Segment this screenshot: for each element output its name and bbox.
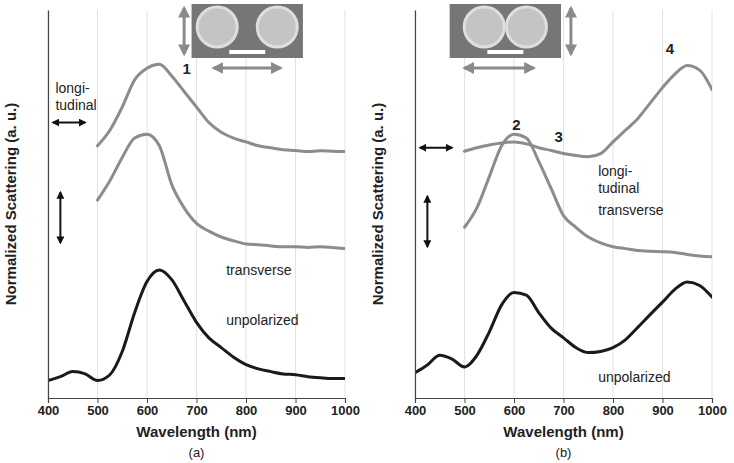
series-label-line: tudinal <box>598 180 639 196</box>
grid-line <box>196 10 197 398</box>
grid-line <box>415 10 416 398</box>
panel-label: (a) <box>189 445 205 460</box>
inset-particle <box>464 7 504 47</box>
x-tick: 500 <box>87 398 109 418</box>
y-axis-line <box>48 11 49 399</box>
plot-area <box>48 64 345 380</box>
x-axis: 400 500 600 700 800 900 1000 <box>38 398 360 418</box>
series-label-line: transverse <box>598 202 664 218</box>
polarization-arrow <box>465 67 534 70</box>
x-tick-label: 500 <box>454 403 476 418</box>
x-tick: 800 <box>603 398 625 418</box>
x-tick-label: 900 <box>652 403 674 418</box>
x-axis: 400 500 600 700 800 900 1000 <box>405 398 727 418</box>
inset-particle <box>257 7 297 47</box>
series-label-line: transverse <box>226 262 292 278</box>
y-axis <box>415 11 416 399</box>
scale-bar <box>487 50 523 54</box>
y-axis-line <box>415 11 416 399</box>
figure: 400 500 600 700 800 900 1000 Wavelength (nm) Nor… <box>0 0 734 463</box>
panel: 400 500 600 700 800 900 1000 Wavelength (nm) Nor… <box>2 4 360 460</box>
x-tick-label: 500 <box>87 403 109 418</box>
polarization-arrow <box>183 8 186 54</box>
series-label: transverse <box>226 262 292 278</box>
x-tick: 900 <box>285 398 307 418</box>
grid-line <box>97 10 98 398</box>
y-axis <box>48 11 49 399</box>
grid-line <box>295 10 296 398</box>
x-tick: 400 <box>405 398 427 418</box>
grid <box>48 10 345 398</box>
x-tick-label: 800 <box>603 403 625 418</box>
series-label: transverse <box>598 202 664 218</box>
x-tick: 1000 <box>331 398 360 418</box>
x-tick: 500 <box>454 398 476 418</box>
y-axis-title: Normalized Scattering (a. u.) <box>369 103 386 306</box>
panel: 400 500 600 700 800 900 1000 Wavelength (nm) Nor… <box>369 4 727 460</box>
annotation: 3 <box>554 128 562 145</box>
grid-line <box>712 10 713 398</box>
polarization-arrow <box>426 196 428 246</box>
inset-image <box>192 4 303 58</box>
series-label: unpolarized <box>226 312 298 328</box>
polarization-arrow <box>53 122 85 124</box>
x-tick: 600 <box>137 398 159 418</box>
grid-line <box>48 10 49 398</box>
y-axis-title: Normalized Scattering (a. u.) <box>2 103 19 306</box>
annotation: 4 <box>666 40 675 57</box>
polarization-arrow <box>214 67 281 70</box>
series-label: longi-tudinal <box>55 80 96 113</box>
x-axis-title: Wavelength (nm) <box>136 423 256 440</box>
x-tick: 600 <box>504 398 526 418</box>
series-label-line: unpolarized <box>598 369 670 385</box>
series-label-line: unpolarized <box>226 312 298 328</box>
polarization-arrow <box>420 147 452 149</box>
x-axis-title: Wavelength (nm) <box>503 423 623 440</box>
panel-label: (b) <box>556 445 572 460</box>
series-label-line: tudinal <box>55 97 96 113</box>
polarization-arrow <box>569 8 572 54</box>
x-tick: 400 <box>38 398 60 418</box>
series-line <box>465 134 713 257</box>
plot-area <box>415 65 712 372</box>
x-tick: 1000 <box>698 398 727 418</box>
inset-image <box>450 4 561 58</box>
inset-particle <box>197 7 237 47</box>
grid <box>415 10 712 398</box>
series-label: unpolarized <box>598 369 670 385</box>
inset <box>184 4 303 68</box>
annotation: 2 <box>512 116 520 133</box>
x-tick-label: 600 <box>137 403 159 418</box>
scale-bar <box>229 50 265 54</box>
x-tick-label: 800 <box>236 403 258 418</box>
x-tick: 900 <box>652 398 674 418</box>
polarization-arrow <box>59 192 61 242</box>
series-line <box>415 282 712 373</box>
x-tick-label: 700 <box>553 403 575 418</box>
x-tick: 700 <box>186 398 208 418</box>
series-label: longi-tudinal <box>598 163 639 196</box>
x-tick-label: 400 <box>405 403 427 418</box>
annotation: 1 <box>182 60 190 77</box>
x-tick-label: 1000 <box>698 403 727 418</box>
x-tick-label: 1000 <box>331 403 360 418</box>
x-tick-label: 900 <box>285 403 307 418</box>
x-tick-label: 700 <box>186 403 208 418</box>
x-tick: 700 <box>553 398 575 418</box>
x-tick-label: 400 <box>38 403 60 418</box>
series-line <box>98 134 346 248</box>
grid-line <box>345 10 346 398</box>
series-label-line: longi- <box>55 80 90 96</box>
series-label-line: longi- <box>598 163 633 179</box>
inset <box>450 4 571 68</box>
inset-particle <box>506 7 546 47</box>
series-line <box>48 270 345 381</box>
x-tick-label: 600 <box>504 403 526 418</box>
x-tick: 800 <box>236 398 258 418</box>
